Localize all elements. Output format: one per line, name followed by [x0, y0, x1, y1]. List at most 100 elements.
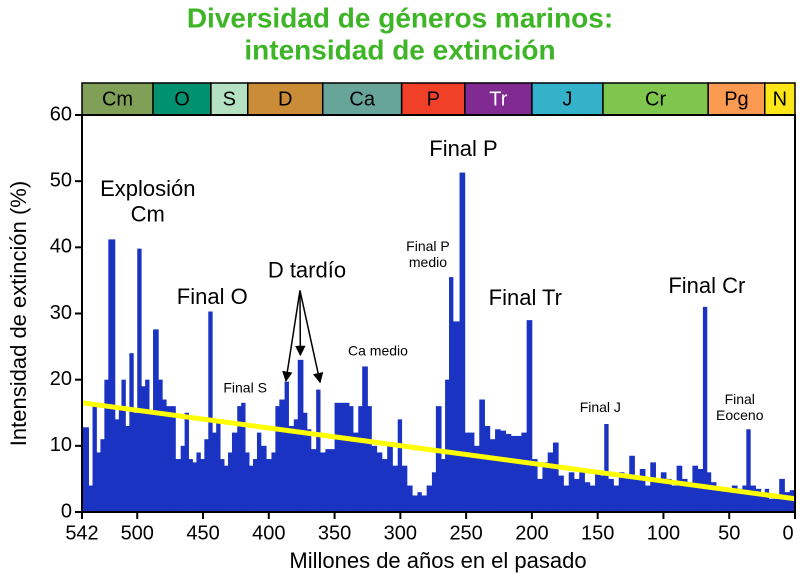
area-step — [552, 442, 559, 512]
area-step — [613, 485, 620, 512]
period-label: Cr — [645, 88, 666, 110]
annotation: Final Cr — [668, 273, 745, 298]
area-step — [200, 459, 205, 512]
x-tick-label: 50 — [718, 522, 740, 544]
area-step — [639, 468, 646, 512]
area-step — [600, 475, 605, 512]
area-step — [284, 381, 289, 512]
area-step — [629, 455, 635, 512]
period-box — [210, 82, 249, 116]
area-step — [573, 478, 580, 512]
area-step — [731, 485, 738, 512]
area-step — [431, 472, 437, 512]
area-step — [171, 406, 176, 512]
area-step — [484, 425, 491, 512]
period-box — [152, 82, 212, 116]
area-step — [568, 472, 575, 512]
area-step — [618, 472, 625, 512]
area-step — [125, 425, 130, 512]
area-step — [175, 459, 182, 512]
area-step — [141, 386, 146, 512]
area-step — [297, 359, 304, 512]
area-step — [166, 406, 172, 512]
y-tick-label: 0 — [61, 500, 72, 522]
area-step — [208, 311, 213, 512]
x-tick-label: 350 — [318, 522, 351, 544]
area-step — [510, 435, 517, 512]
area-step — [406, 485, 413, 512]
annotation: Final Tr — [489, 285, 562, 310]
x-tick-label: 400 — [252, 522, 285, 544]
area-step — [231, 432, 238, 512]
area-step — [114, 419, 120, 512]
x-tick-label: 450 — [186, 522, 219, 544]
annotation-arrow — [282, 290, 301, 383]
area-step — [253, 459, 258, 512]
area-step — [645, 485, 651, 512]
area-step — [623, 475, 630, 512]
annotation: Final P — [429, 136, 497, 161]
area-step — [650, 462, 656, 512]
area-step — [495, 429, 501, 512]
chart-title: intensidad de extinción — [244, 34, 555, 65]
area-step — [184, 412, 189, 512]
area-step — [666, 478, 672, 512]
area-step — [245, 452, 250, 512]
y-tick-label: 20 — [50, 368, 72, 390]
area-step — [241, 402, 246, 512]
area-step — [371, 445, 378, 512]
area-step — [584, 482, 591, 512]
area-step — [392, 465, 399, 512]
area-step — [88, 485, 93, 512]
area-step — [228, 452, 233, 512]
y-axis-label: Intensidad de extinción (%) — [6, 181, 31, 446]
area-step — [706, 472, 712, 512]
area-step — [149, 412, 154, 512]
area-step — [220, 459, 225, 512]
area-step — [589, 485, 596, 512]
area-step — [325, 449, 332, 512]
area-step — [129, 353, 134, 512]
area-step — [655, 478, 662, 512]
area-step — [750, 485, 756, 512]
annotation: Explosión — [100, 176, 195, 201]
area-step — [204, 439, 209, 512]
area-step — [320, 452, 326, 512]
x-tick-label: 0 — [782, 522, 793, 544]
area-step — [421, 495, 428, 512]
area-step — [547, 452, 554, 512]
area-step — [521, 432, 528, 512]
area-step — [275, 406, 280, 512]
area-step — [789, 490, 796, 512]
area-step — [417, 492, 422, 512]
area-step — [595, 472, 601, 512]
area-step — [260, 445, 267, 512]
area-step — [671, 485, 678, 512]
annotation: Ca medio — [348, 343, 408, 359]
y-tick-label: 40 — [50, 236, 72, 258]
area-step — [133, 412, 138, 512]
period-box — [400, 82, 466, 116]
area-step — [563, 485, 570, 512]
area-step — [82, 427, 89, 512]
annotation: Final O — [177, 284, 248, 309]
area-step — [526, 320, 533, 512]
area-step — [542, 462, 549, 512]
area-step — [435, 406, 442, 512]
area-step — [742, 485, 747, 512]
area-step — [339, 402, 345, 512]
area-step — [500, 430, 506, 512]
area-step — [445, 379, 450, 512]
area-step — [306, 429, 312, 512]
y-tick-label: 60 — [50, 103, 72, 125]
area-step — [681, 478, 688, 512]
area-step — [692, 465, 699, 512]
x-tick-label: 150 — [581, 522, 614, 544]
area-step — [716, 488, 722, 512]
period-label: P — [427, 88, 440, 110]
area-step — [397, 419, 403, 512]
area-step — [367, 406, 372, 512]
area-step — [145, 379, 150, 512]
area-step — [604, 423, 609, 512]
